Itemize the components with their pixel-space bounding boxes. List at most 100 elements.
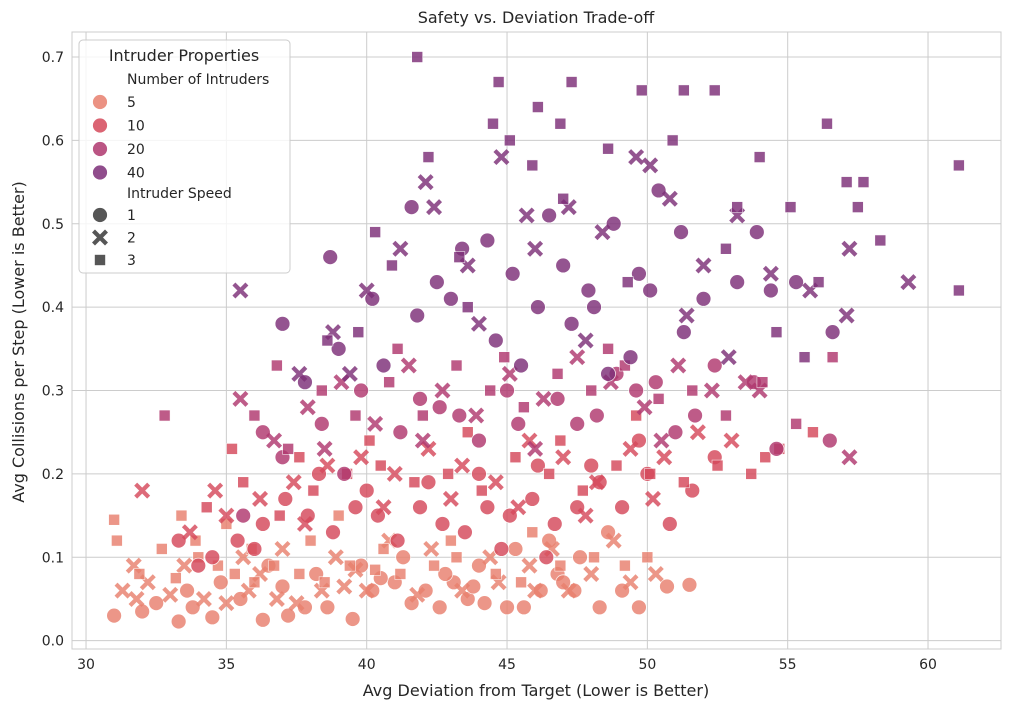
data-point bbox=[487, 474, 504, 491]
data-point bbox=[386, 259, 398, 272]
data-point bbox=[641, 551, 654, 564]
x-tick-label: 45 bbox=[498, 657, 516, 673]
data-point bbox=[170, 572, 182, 584]
data-point bbox=[577, 484, 589, 497]
data-point bbox=[268, 559, 280, 572]
data-point bbox=[661, 190, 678, 207]
data-point bbox=[453, 251, 466, 263]
data-point bbox=[420, 474, 437, 491]
data-point bbox=[594, 224, 611, 241]
data-point bbox=[422, 151, 435, 163]
data-point bbox=[322, 249, 339, 266]
data-point bbox=[706, 357, 723, 374]
data-point bbox=[369, 563, 381, 576]
data-point bbox=[268, 590, 285, 607]
data-point bbox=[297, 599, 313, 616]
legend-style-marker bbox=[92, 229, 108, 246]
data-point bbox=[557, 192, 569, 205]
data-point bbox=[363, 434, 376, 447]
data-point bbox=[504, 134, 516, 147]
data-point bbox=[666, 134, 679, 147]
data-point bbox=[798, 351, 811, 363]
data-point bbox=[108, 513, 120, 526]
data-point bbox=[454, 457, 471, 474]
data-point bbox=[720, 242, 732, 255]
data-point bbox=[111, 534, 123, 547]
data-point bbox=[614, 499, 631, 516]
data-point bbox=[759, 451, 772, 464]
data-point bbox=[411, 51, 424, 63]
data-point bbox=[156, 543, 168, 555]
data-point bbox=[647, 565, 664, 582]
legend-hue-marker bbox=[92, 164, 108, 181]
data-point bbox=[577, 332, 594, 349]
data-point bbox=[414, 432, 431, 449]
legend-style-label: 3 bbox=[127, 253, 136, 269]
data-point bbox=[293, 568, 306, 580]
data-point bbox=[318, 576, 331, 589]
data-points bbox=[106, 51, 965, 630]
data-point bbox=[358, 282, 375, 299]
data-point bbox=[476, 595, 493, 612]
data-point bbox=[479, 499, 496, 516]
legend-hue-title: Number of Intruders bbox=[127, 72, 269, 88]
data-point bbox=[431, 599, 448, 616]
data-point bbox=[377, 543, 390, 555]
data-point bbox=[527, 582, 544, 599]
data-point bbox=[953, 159, 965, 172]
data-point bbox=[336, 578, 353, 595]
data-point bbox=[642, 282, 659, 299]
data-point bbox=[524, 491, 541, 507]
data-point bbox=[319, 599, 336, 616]
data-point bbox=[352, 326, 365, 338]
data-point bbox=[394, 568, 407, 580]
data-point bbox=[631, 599, 647, 616]
data-point bbox=[812, 276, 825, 288]
data-point bbox=[652, 393, 665, 405]
data-point bbox=[857, 176, 870, 188]
data-point bbox=[426, 199, 443, 216]
data-point bbox=[621, 276, 634, 288]
data-point bbox=[602, 142, 614, 155]
data-point bbox=[204, 609, 221, 626]
data-point bbox=[162, 586, 179, 603]
y-tick-label: 0.6 bbox=[42, 133, 64, 149]
data-point bbox=[737, 374, 754, 391]
data-point bbox=[838, 307, 855, 324]
data-point bbox=[451, 407, 468, 424]
data-point bbox=[788, 274, 805, 291]
data-point bbox=[417, 174, 434, 191]
x-axis-label: Avg Deviation from Target (Lower is Bett… bbox=[363, 681, 709, 700]
data-point bbox=[953, 284, 965, 297]
data-point bbox=[577, 507, 594, 524]
data-point bbox=[316, 440, 333, 457]
data-point bbox=[457, 524, 473, 541]
data-point bbox=[349, 409, 362, 422]
data-point bbox=[229, 532, 246, 549]
data-point bbox=[678, 476, 690, 489]
data-point bbox=[527, 240, 544, 257]
data-point bbox=[327, 549, 344, 566]
y-tick-label: 0.0 bbox=[42, 634, 64, 650]
data-point bbox=[487, 332, 504, 349]
data-point bbox=[237, 476, 250, 489]
data-point bbox=[490, 568, 502, 580]
data-point bbox=[235, 507, 252, 524]
data-point bbox=[386, 465, 403, 482]
data-point bbox=[661, 516, 678, 532]
data-point bbox=[513, 357, 529, 374]
data-point bbox=[821, 117, 833, 130]
data-point bbox=[367, 415, 384, 432]
data-point bbox=[708, 84, 721, 97]
data-point bbox=[768, 440, 785, 457]
data-point bbox=[600, 365, 616, 382]
data-point bbox=[518, 207, 535, 224]
data-point bbox=[170, 613, 187, 630]
data-point bbox=[408, 476, 421, 489]
legend-style-marker bbox=[92, 207, 108, 223]
data-point bbox=[226, 443, 238, 455]
data-point bbox=[175, 509, 188, 522]
data-point bbox=[554, 559, 567, 572]
data-point bbox=[619, 559, 631, 572]
data-point bbox=[391, 343, 404, 355]
